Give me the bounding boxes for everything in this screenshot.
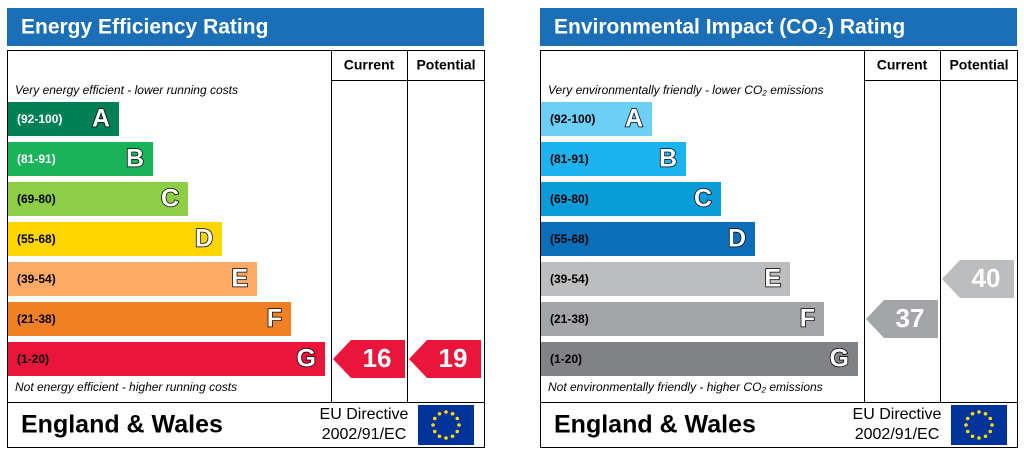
region: England & Wales <box>554 411 756 439</box>
eu-star <box>457 423 461 427</box>
band <box>8 342 325 376</box>
panel-title: Energy Efficiency Rating <box>21 16 268 39</box>
region: England & Wales <box>21 411 223 439</box>
eu-star <box>450 411 455 416</box>
frame <box>540 50 1018 448</box>
eu-star <box>988 429 993 434</box>
top-note: Very energy efficient - lower running co… <box>15 83 238 97</box>
column-header: Current <box>877 57 928 73</box>
column-header: Potential <box>416 57 475 73</box>
band-range: (39-54) <box>550 272 589 286</box>
band-range: (39-54) <box>17 272 56 286</box>
eu-star <box>970 434 975 439</box>
band-letter: F <box>267 305 282 333</box>
directive: EU Directive <box>320 406 409 423</box>
rating-arrow <box>866 300 938 338</box>
eu-star <box>990 423 994 427</box>
eu-star <box>437 434 442 439</box>
directive: 2002/91/EC <box>322 426 407 443</box>
band-letter: B <box>126 145 144 173</box>
eu-star <box>965 429 970 434</box>
eu-star <box>977 436 981 440</box>
band-range: (92-100) <box>550 112 595 126</box>
band-range: (1-20) <box>17 352 49 366</box>
band <box>541 222 755 256</box>
rating-arrow <box>333 340 405 378</box>
band-letter: F <box>800 305 815 333</box>
eu-star <box>983 411 988 416</box>
band-letter: D <box>195 225 213 253</box>
eu-star <box>450 434 455 439</box>
band-range: (21-38) <box>17 312 56 326</box>
eu-star <box>964 423 968 427</box>
eu-star <box>977 410 981 414</box>
rating-value: 16 <box>363 343 392 373</box>
band <box>541 182 721 216</box>
eu-star <box>432 416 437 421</box>
column-header: Current <box>344 57 395 73</box>
band-letter: E <box>764 265 781 293</box>
rating-arrow <box>942 260 1014 298</box>
frame <box>7 50 485 448</box>
eu-star <box>437 411 442 416</box>
eu-star <box>444 410 448 414</box>
rating-value: 19 <box>439 343 468 373</box>
bottom-note: Not environmentally friendly - higher CO… <box>548 380 823 394</box>
band-range: (55-68) <box>550 232 589 246</box>
eu-star <box>988 416 993 421</box>
band <box>8 182 188 216</box>
band-range: (69-80) <box>550 192 589 206</box>
band-letter: C <box>694 185 712 213</box>
eu-star <box>455 429 460 434</box>
band-range: (69-80) <box>17 192 56 206</box>
band <box>541 102 652 136</box>
eu-star <box>431 423 435 427</box>
eu-star <box>965 416 970 421</box>
eu-star <box>432 429 437 434</box>
band-letter: G <box>830 345 849 373</box>
rating-value: 37 <box>896 303 925 333</box>
band-range: (81-91) <box>550 152 589 166</box>
directive: 2002/91/EC <box>855 426 940 443</box>
band <box>541 302 824 336</box>
band <box>8 142 153 176</box>
band <box>8 102 119 136</box>
directive: EU Directive <box>853 406 942 423</box>
band-range: (81-91) <box>17 152 56 166</box>
band <box>8 302 291 336</box>
bottom-note: Not energy efficient - higher running co… <box>15 380 237 394</box>
band <box>8 262 257 296</box>
eu-star <box>983 434 988 439</box>
eu-star <box>970 411 975 416</box>
band <box>541 142 686 176</box>
eu-star <box>444 436 448 440</box>
band-letter: A <box>625 105 643 133</box>
band-letter: C <box>161 185 179 213</box>
title-bar <box>7 8 484 46</box>
panel-title: Environmental Impact (CO₂) Rating <box>554 16 905 39</box>
eu-star <box>455 416 460 421</box>
band-letter: D <box>728 225 746 253</box>
title-bar <box>540 8 1017 46</box>
band <box>541 342 858 376</box>
band <box>541 262 790 296</box>
column-header: Potential <box>949 57 1008 73</box>
band-range: (21-38) <box>550 312 589 326</box>
band-range: (1-20) <box>550 352 582 366</box>
band-range: (92-100) <box>17 112 62 126</box>
band <box>8 222 222 256</box>
band-letter: A <box>92 105 110 133</box>
band-letter: G <box>297 345 316 373</box>
top-note: Very environmentally friendly - lower CO… <box>548 83 824 97</box>
rating-value: 40 <box>972 263 1001 293</box>
band-letter: E <box>231 265 248 293</box>
band-range: (55-68) <box>17 232 56 246</box>
band-letter: B <box>659 145 677 173</box>
rating-arrow <box>409 340 481 378</box>
